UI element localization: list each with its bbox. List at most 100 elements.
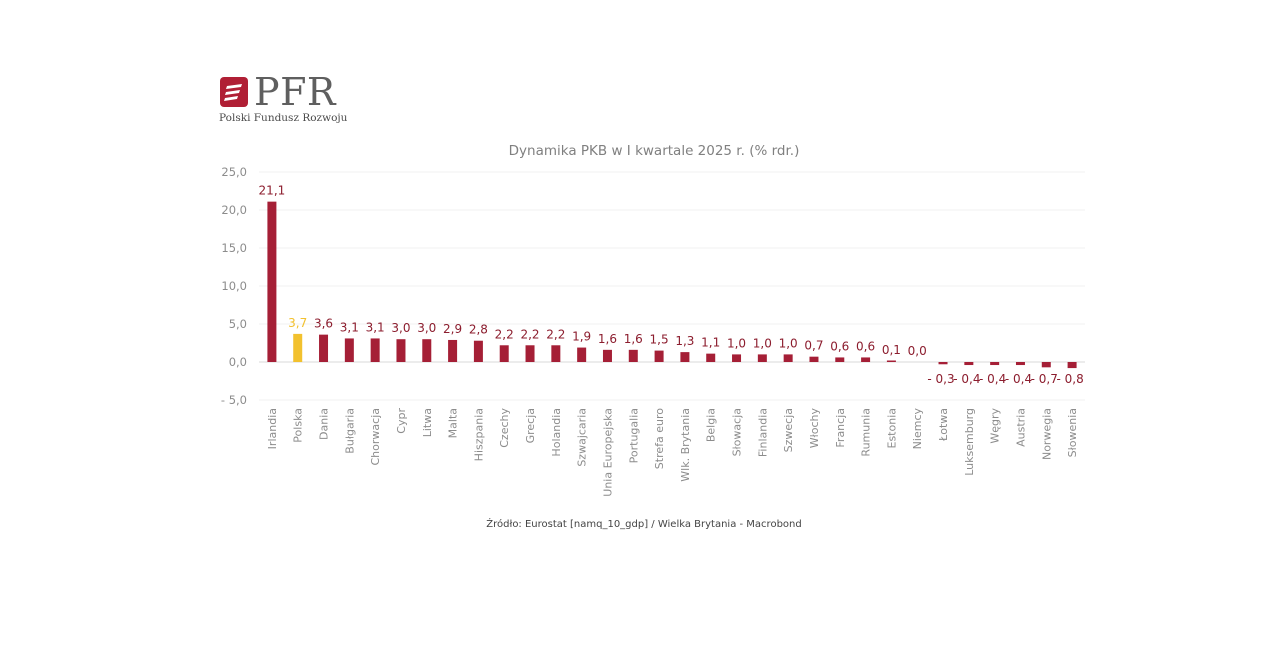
bar — [422, 339, 432, 362]
x-tick-label: Bułgaria — [343, 408, 356, 454]
x-tick-label: Malta — [447, 408, 460, 438]
data-label: 2,8 — [469, 323, 488, 337]
logo-wordmark: PFR — [254, 70, 337, 114]
x-tick-label: Niemcy — [911, 408, 924, 450]
x-tick-label: Dania — [318, 408, 331, 440]
data-label: 21,1 — [259, 184, 286, 198]
x-tick-label: Grecja — [524, 408, 537, 443]
x-tick-label: Łotwa — [937, 408, 950, 442]
bar — [835, 357, 845, 362]
data-label: 0,0 — [908, 344, 927, 358]
data-label: 3,0 — [417, 321, 436, 335]
x-tick-label: Wlk. Brytania — [679, 408, 692, 482]
bar — [267, 201, 277, 362]
x-tick-label: Francja — [834, 408, 847, 448]
data-label: 1,9 — [572, 330, 591, 344]
data-label: 3,6 — [314, 317, 333, 331]
data-label: 0,1 — [882, 343, 901, 357]
x-tick-label: Strefa euro — [653, 408, 666, 469]
y-axis: - 5,0 0,0 5,0 10,0 15,0 20,0 25,0 — [221, 165, 247, 407]
bar — [370, 338, 380, 362]
bar — [448, 339, 458, 362]
bar — [706, 353, 716, 362]
bar — [396, 339, 406, 362]
x-tick-label: Szwecja — [782, 408, 795, 452]
bar — [964, 362, 974, 366]
data-label: - 0,8 — [1056, 372, 1083, 386]
x-tick-label: Unia Europejska — [601, 408, 614, 497]
data-label: 0,7 — [804, 339, 823, 353]
y-tick-label: 0,0 — [229, 355, 247, 369]
data-label: 3,7 — [288, 316, 307, 330]
data-label: 1,6 — [624, 332, 643, 346]
data-label: 1,0 — [779, 336, 798, 350]
bar — [319, 334, 329, 362]
x-tick-label: Luksemburg — [963, 408, 976, 476]
y-tick-label: 25,0 — [221, 165, 247, 179]
data-label: 3,1 — [340, 320, 359, 334]
y-tick-label: - 5,0 — [221, 393, 247, 407]
x-tick-label: Litwa — [421, 408, 434, 437]
data-label: 2,9 — [443, 322, 462, 336]
bar — [602, 349, 612, 362]
x-tick-label: Włochy — [808, 408, 821, 449]
chart-title: Dynamika PKB w I kwartale 2025 r. (% rdr… — [509, 143, 800, 159]
data-label: 3,0 — [391, 321, 410, 335]
x-tick-label: Norwegia — [1040, 408, 1053, 460]
x-tick-label: Cypr — [395, 408, 408, 434]
data-label: 0,6 — [830, 339, 849, 353]
bar — [628, 349, 638, 362]
x-tick-label: Finlandia — [756, 408, 769, 457]
data-label: - 0,7 — [1031, 372, 1058, 386]
bar — [809, 356, 819, 362]
x-tick-label: Węgry — [989, 408, 1002, 444]
data-label: 1,5 — [650, 333, 669, 347]
bar — [680, 352, 690, 362]
x-tick-label: Austria — [1014, 408, 1027, 447]
bar — [938, 362, 948, 365]
bar — [499, 345, 509, 362]
source-note: Źródło: Eurostat [namq_10_gdp] / Wielka … — [486, 519, 802, 530]
bar — [654, 350, 664, 362]
x-axis-labels: Irlandia Polska Dania Bułgaria Chorwacja Cypr… — [266, 408, 1079, 497]
bar — [551, 345, 561, 362]
data-label: 2,2 — [520, 327, 539, 341]
bar — [886, 360, 896, 362]
data-label: 2,2 — [495, 327, 514, 341]
data-label: - 0,4 — [1005, 372, 1032, 386]
bars — [267, 201, 1077, 369]
x-tick-label: Czechy — [498, 408, 511, 448]
x-tick-label: Irlandia — [266, 408, 279, 449]
data-label: 0,6 — [856, 339, 875, 353]
data-label: - 0,3 — [927, 372, 954, 386]
data-label: - 0,4 — [979, 372, 1006, 386]
bar — [293, 333, 303, 362]
logo-subtitle: Polski Fundusz Rozwoju — [219, 112, 348, 124]
grid-lines — [259, 171, 1085, 401]
data-label: 3,1 — [366, 320, 385, 334]
bar — [990, 362, 1000, 366]
pfr-logo-icon — [220, 77, 248, 107]
x-tick-label: Rumunia — [860, 408, 873, 457]
x-tick-label: Słowenia — [1066, 408, 1079, 457]
bar — [732, 354, 742, 362]
x-tick-label: Holandia — [550, 408, 563, 457]
bar — [1067, 362, 1077, 369]
data-labels: 21,1 3,7 3,6 3,1 3,1 3,0 3,0 2,9 2,8 2,2 2,2 2,2 1,9… — [259, 184, 1084, 386]
data-label: 1,0 — [727, 336, 746, 350]
x-tick-label: Chorwacja — [369, 408, 382, 466]
x-tick-label: Hiszpania — [472, 408, 485, 461]
x-tick-label: Estonia — [885, 408, 898, 449]
data-label: 2,2 — [546, 327, 565, 341]
y-tick-label: 15,0 — [221, 241, 247, 255]
bar — [861, 357, 871, 362]
y-tick-label: 10,0 — [221, 279, 247, 293]
bar — [1015, 362, 1025, 366]
data-label: 1,0 — [753, 336, 772, 350]
x-tick-label: Słowacja — [731, 408, 744, 456]
x-tick-label: Portugalia — [627, 408, 640, 463]
data-label: 1,1 — [701, 336, 720, 350]
bar — [525, 345, 535, 362]
y-tick-label: 20,0 — [221, 203, 247, 217]
